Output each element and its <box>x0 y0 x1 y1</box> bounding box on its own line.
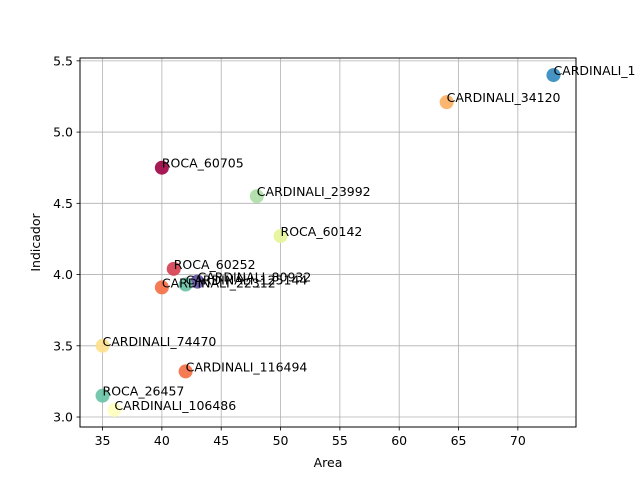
x-axis-label: Area <box>314 455 343 470</box>
y-tick-label: 4.0 <box>53 267 73 282</box>
data-point-label: CARDINALI_106486 <box>114 398 236 413</box>
y-tick-label: 3.0 <box>53 410 73 425</box>
x-tick-label: 35 <box>95 433 111 448</box>
axis-ticks: 35 40 45 50 55 60 65 70 3.0 3.5 4.0 4.5 5.0 5.5 <box>53 53 526 448</box>
data-point-label: ROCA_60705 <box>162 156 244 171</box>
data-point <box>178 364 193 379</box>
data-point <box>154 280 169 295</box>
data-point <box>178 277 193 292</box>
data-point-label: ROCA_26457 <box>103 384 185 399</box>
data-point-label: CARDINALI_23992 <box>257 184 371 199</box>
data-point-label: CARDINALI_116494 <box>186 359 308 374</box>
point-labels: CARDINALI_1 CARDINALI_34120 ROCA_60705 CARD… <box>103 63 636 413</box>
data-point <box>95 338 110 353</box>
data-point <box>107 402 122 417</box>
grid-lines <box>80 58 576 427</box>
y-tick-label: 3.5 <box>53 338 73 353</box>
y-tick-label: 5.5 <box>53 53 73 68</box>
data-point-label: CARDINALI_1 <box>553 63 635 78</box>
y-tick-label: 4.5 <box>53 196 73 211</box>
data-point-label: CARDINALI_34120 <box>447 90 561 105</box>
x-tick-label: 65 <box>451 433 467 448</box>
y-tick-label: 5.0 <box>53 125 73 140</box>
data-point <box>273 229 288 244</box>
data-point-label: CARDINALI_125144 <box>186 273 308 288</box>
data-point <box>166 261 181 276</box>
data-point-label: CARDINALI_22312 <box>162 275 276 290</box>
x-tick-label: 60 <box>391 433 407 448</box>
data-point <box>546 68 561 83</box>
x-tick-label: 70 <box>510 433 526 448</box>
data-point-label: CARDINALI_80932 <box>197 270 311 285</box>
data-point-label: ROCA_60252 <box>174 257 256 272</box>
data-point <box>95 388 110 403</box>
y-axis-label: Indicador <box>28 213 43 272</box>
data-points <box>95 68 561 417</box>
data-point-label: ROCA_60142 <box>281 224 363 239</box>
data-point <box>249 189 264 204</box>
x-tick-label: 45 <box>213 433 229 448</box>
data-point <box>154 160 169 175</box>
x-tick-label: 40 <box>154 433 170 448</box>
data-point <box>439 95 454 110</box>
axes-frame <box>79 57 577 428</box>
data-point <box>190 274 205 289</box>
x-tick-label: 55 <box>332 433 348 448</box>
x-tick-label: 50 <box>273 433 289 448</box>
data-point-label: CARDINALI_74470 <box>103 334 217 349</box>
